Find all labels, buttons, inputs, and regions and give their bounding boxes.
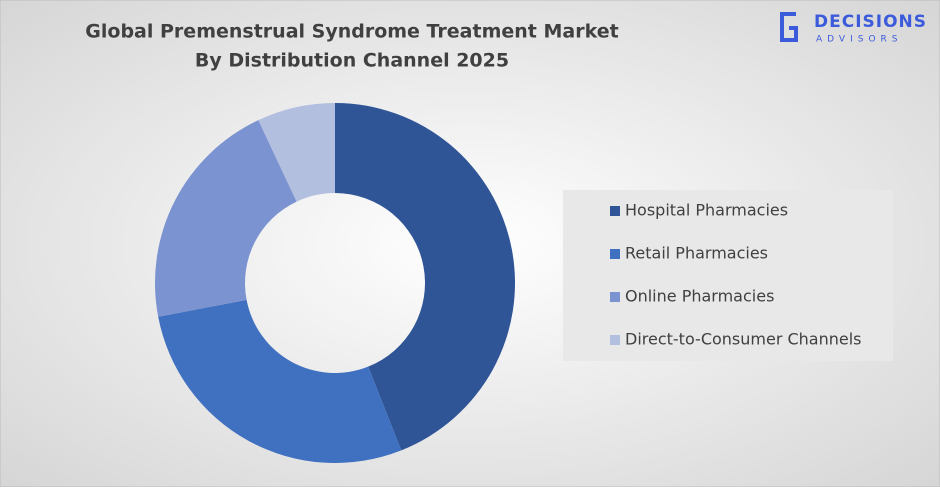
- legend-box: [563, 190, 893, 361]
- logo: DECISIONS ADVISORS: [780, 12, 927, 45]
- legend-swatch: [610, 249, 620, 259]
- donut-segment: [158, 299, 402, 463]
- legend-swatch: [610, 206, 620, 216]
- chart-subtitle: By Distribution Channel 2025: [195, 50, 509, 72]
- logo-icon: [780, 12, 798, 42]
- donut-segment: [258, 103, 335, 202]
- logo-tagline: ADVISORS: [816, 35, 903, 45]
- donut-segment: [335, 103, 515, 451]
- chart-title: Global Premenstrual Syndrome Treatment M…: [85, 21, 618, 43]
- legend-label: Direct-to-Consumer Channels: [625, 330, 862, 349]
- logo-name: DECISIONS: [814, 12, 927, 32]
- legend-swatch: [610, 292, 620, 302]
- legend-label: Hospital Pharmacies: [625, 201, 788, 220]
- donut-segment: [155, 120, 297, 317]
- legend-swatch: [610, 335, 620, 345]
- legend-label: Online Pharmacies: [625, 287, 774, 306]
- legend-label: Retail Pharmacies: [625, 244, 768, 263]
